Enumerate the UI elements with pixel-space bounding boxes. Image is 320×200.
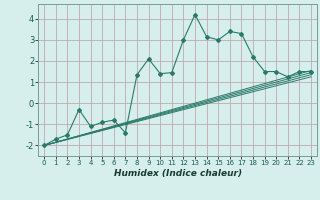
X-axis label: Humidex (Indice chaleur): Humidex (Indice chaleur) [114, 169, 242, 178]
